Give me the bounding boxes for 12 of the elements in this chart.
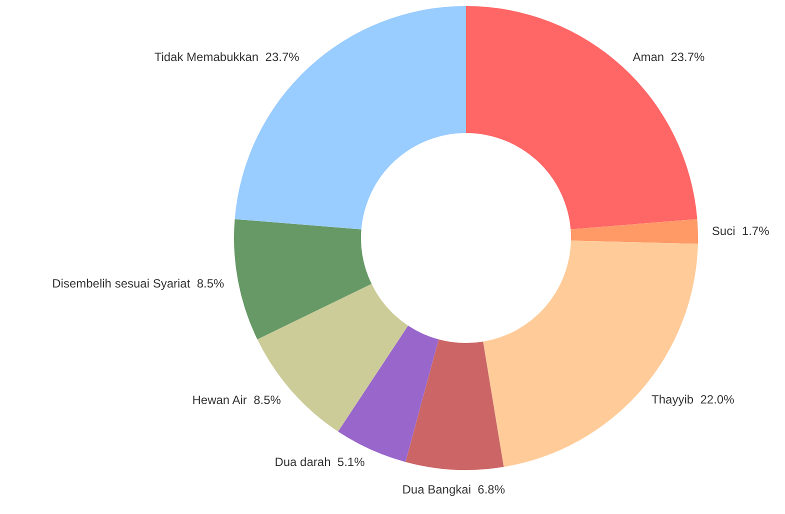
donut-slice [234, 219, 372, 340]
slice-label: Hewan Air 8.5% [192, 393, 282, 408]
donut-slice [570, 219, 698, 244]
slice-label: Dua darah 5.1% [274, 455, 366, 470]
slice-label: Suci 1.7% [712, 224, 770, 238]
slice-label: Disembelih sesuai Syariat 8.5% [52, 276, 225, 290]
slice-label: Aman 23.7% [632, 50, 706, 64]
slice-label: Dua Bangkai 6.8% [402, 482, 506, 497]
donut-slice [405, 339, 504, 470]
slice-label: Thayyib 22.0% [652, 392, 735, 407]
donut-slice [483, 240, 698, 467]
slice-label: Tidak Memabukkan 23.7% [154, 50, 300, 64]
